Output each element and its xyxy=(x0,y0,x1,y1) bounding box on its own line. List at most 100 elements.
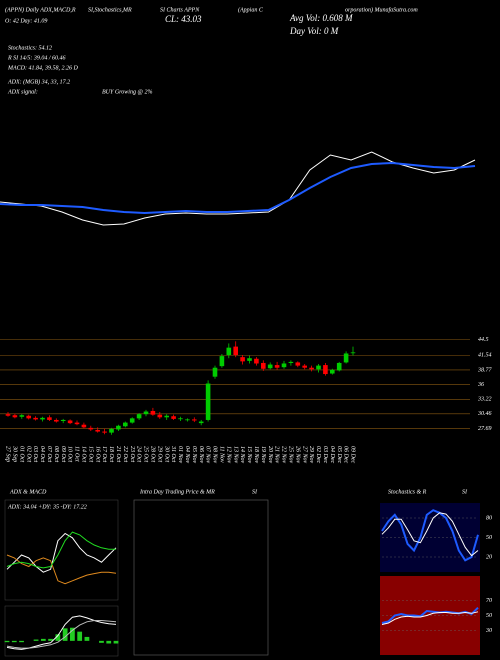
header-text: Stochastics: 54.12 xyxy=(8,44,52,51)
candle-body xyxy=(143,411,149,415)
x-tick-label: 18 Oct xyxy=(108,446,114,462)
candle-body xyxy=(12,415,18,418)
panel-title: Stochastics & R xyxy=(388,489,427,495)
x-tick-label: 09 Dec xyxy=(350,446,356,463)
x-tick-label: 01 Oct xyxy=(18,446,24,462)
x-tick-label: 25 Oct xyxy=(143,446,149,462)
x-tick-label: 24 Oct xyxy=(136,446,143,462)
candle-body xyxy=(95,429,100,432)
candle-body xyxy=(274,365,280,368)
candle-body xyxy=(343,353,349,363)
histogram-bar xyxy=(40,638,46,641)
series-line xyxy=(0,161,476,215)
candle-body xyxy=(185,419,190,421)
header-text: (APPN) Daily ADX,MACD,R xyxy=(5,6,76,13)
candle-body xyxy=(33,417,38,420)
histogram-bar xyxy=(70,627,75,641)
x-tick-label: 02 Oct xyxy=(25,446,31,462)
header-text: CL: 43.03 xyxy=(165,14,202,24)
candle-body xyxy=(47,417,52,420)
x-tick-label: 17 Oct xyxy=(101,446,107,462)
intraday-panel xyxy=(133,499,269,656)
candle-body xyxy=(302,365,307,368)
candle-body xyxy=(5,414,11,416)
y-tick-label: 80 xyxy=(486,515,492,521)
x-tick-label: 18 Nov xyxy=(253,446,259,464)
x-tick-label: 13 Nov xyxy=(232,446,238,464)
header-text: ADX: (MGB) 34, 33, 17.2 xyxy=(7,78,70,85)
candle-body xyxy=(129,418,135,423)
x-tick-label: 07 Nov xyxy=(205,446,211,464)
x-tick-label: 22 Nov xyxy=(281,446,287,464)
panel-title: Intra Day Trading Price & MR xyxy=(139,489,215,495)
candle-body xyxy=(74,422,80,425)
header-text: SI Charts APPN xyxy=(160,7,200,13)
x-tick-label: 08 Oct xyxy=(53,446,59,462)
x-tick-label: 07 Oct xyxy=(46,446,52,462)
header-text: O: 42 Day: 41.09 xyxy=(5,17,47,24)
candle-body xyxy=(102,431,107,433)
histogram-bar xyxy=(11,640,17,643)
y-tick-label: 38.77 xyxy=(477,367,493,373)
series-line xyxy=(6,531,117,569)
y-tick-label: 44.5 xyxy=(478,336,489,343)
panel-title: ADX & MACD xyxy=(9,489,47,495)
x-tick-label: 19 Nov xyxy=(260,446,266,464)
candle-body xyxy=(226,347,232,356)
candle-body xyxy=(157,414,163,418)
header-text: (Appian C xyxy=(238,6,264,13)
x-tick-label: 28 Oct xyxy=(150,446,156,462)
x-tick-label: 16 Oct xyxy=(94,446,100,462)
y-tick-label: 50 xyxy=(486,535,492,541)
header-text: ADX signal: xyxy=(7,89,38,95)
y-tick-label: 30 xyxy=(485,628,492,634)
series-line xyxy=(6,615,117,650)
y-tick-label: 27.69 xyxy=(478,426,492,432)
histogram-bar xyxy=(55,634,61,641)
y-tick-label: 41.54 xyxy=(478,352,492,359)
header-text: orporation) MunafaSutra.com xyxy=(345,6,418,13)
candle-body xyxy=(198,421,204,424)
x-tick-label: 11 Oct xyxy=(74,446,80,462)
x-tick-label: 23 Oct xyxy=(129,446,135,462)
x-tick-label: 06 Dec xyxy=(343,446,349,463)
candle-body xyxy=(164,415,169,418)
candle-body xyxy=(205,383,211,420)
candle-body xyxy=(336,362,342,371)
candle-body xyxy=(261,362,266,369)
series-line xyxy=(6,620,117,649)
panel-subtitle: ADX: 34.04 +DY: 35 -DY: 17.22 xyxy=(7,503,87,510)
candle-body xyxy=(40,417,45,420)
candle-body xyxy=(67,420,73,424)
panel-title: SI xyxy=(252,489,258,495)
x-tick-label: 30 Oct xyxy=(163,445,169,462)
x-tick-label: 27 Sep xyxy=(5,446,11,462)
candle-body xyxy=(81,424,87,428)
x-tick-label: 06 Nov xyxy=(198,446,204,464)
x-tick-label: 01 Nov xyxy=(177,446,183,464)
y-tick-label: 70 xyxy=(486,598,492,604)
x-tick-label: 12 Nov xyxy=(225,446,231,464)
candle-body xyxy=(350,352,356,354)
candle-body xyxy=(88,427,94,430)
x-tick-label: 29 Oct xyxy=(156,446,162,462)
histogram-bar xyxy=(99,640,104,643)
histogram-bar xyxy=(33,639,39,641)
x-tick-label: 05 Dec xyxy=(336,446,342,463)
histogram-bar xyxy=(77,631,83,641)
x-tick-label: 21 Oct xyxy=(115,446,121,462)
header-text: R SI 14/5: 39.04 / 60.46 xyxy=(7,54,66,61)
x-tick-label: 14 Oct xyxy=(81,446,88,462)
x-tick-label: 03 Oct xyxy=(32,446,38,462)
series-line xyxy=(381,611,479,625)
series-line xyxy=(6,532,117,573)
x-tick-label: 11 Nov xyxy=(219,446,225,463)
x-tick-label: 04 Nov xyxy=(184,446,191,464)
candle-body xyxy=(281,363,287,368)
x-tick-label: 10 Oct xyxy=(67,446,73,462)
candle-body xyxy=(240,357,245,362)
histogram-bar xyxy=(48,638,53,641)
candle-body xyxy=(233,346,238,356)
y-tick-label: 33.22 xyxy=(477,397,492,403)
